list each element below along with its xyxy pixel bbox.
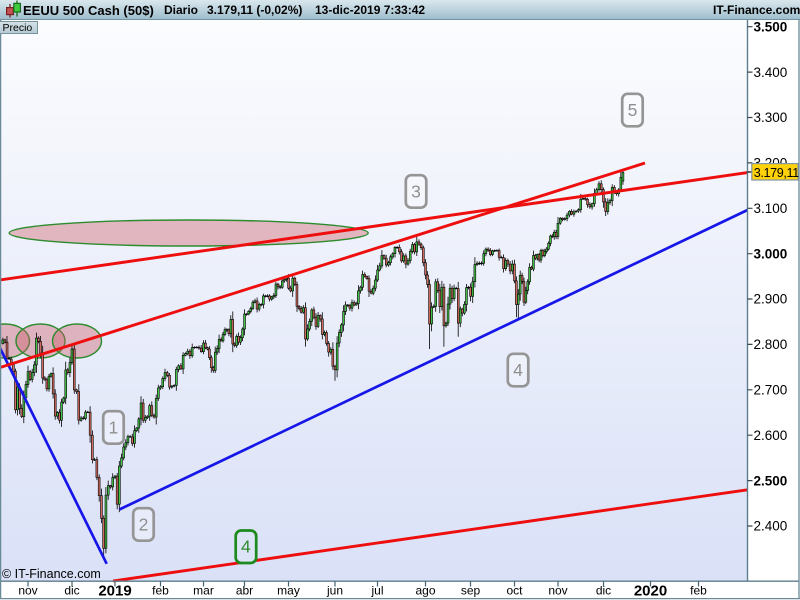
svg-text:feb: feb	[690, 584, 707, 598]
svg-text:dic: dic	[596, 584, 611, 598]
svg-text:2.800: 2.800	[754, 337, 788, 352]
svg-text:5: 5	[628, 100, 638, 120]
svg-text:3: 3	[411, 182, 421, 202]
svg-text:ago: ago	[415, 584, 435, 598]
svg-text:2: 2	[139, 515, 149, 535]
svg-text:mar: mar	[193, 584, 214, 598]
svg-text:nov: nov	[548, 584, 567, 598]
svg-text:jul: jul	[370, 584, 383, 598]
svg-text:2020: 2020	[634, 583, 667, 600]
svg-text:2.600: 2.600	[754, 428, 788, 443]
svg-text:4: 4	[241, 537, 251, 557]
svg-text:3.400: 3.400	[754, 65, 788, 80]
svg-text:3.100: 3.100	[754, 201, 788, 216]
svg-text:may: may	[277, 584, 300, 598]
svg-text:2.700: 2.700	[754, 383, 788, 398]
svg-text:dic: dic	[64, 584, 79, 598]
svg-text:3.300: 3.300	[754, 110, 788, 125]
svg-text:jun: jun	[326, 584, 343, 598]
svg-text:oct: oct	[506, 584, 523, 598]
svg-text:2.500: 2.500	[754, 473, 788, 488]
svg-text:nov: nov	[18, 584, 37, 598]
svg-text:2.900: 2.900	[754, 292, 788, 307]
svg-text:1: 1	[109, 418, 119, 438]
svg-text:2019: 2019	[98, 583, 131, 600]
svg-text:feb: feb	[152, 584, 169, 598]
svg-text:3.000: 3.000	[754, 246, 788, 261]
svg-text:4: 4	[513, 360, 523, 380]
svg-text:3.500: 3.500	[754, 19, 788, 34]
svg-text:sep: sep	[461, 584, 481, 598]
svg-text:© IT-Finance.com: © IT-Finance.com	[2, 567, 101, 581]
svg-text:abr: abr	[236, 584, 253, 598]
svg-text:3.179,11: 3.179,11	[754, 166, 799, 180]
svg-text:2.400: 2.400	[754, 519, 788, 534]
